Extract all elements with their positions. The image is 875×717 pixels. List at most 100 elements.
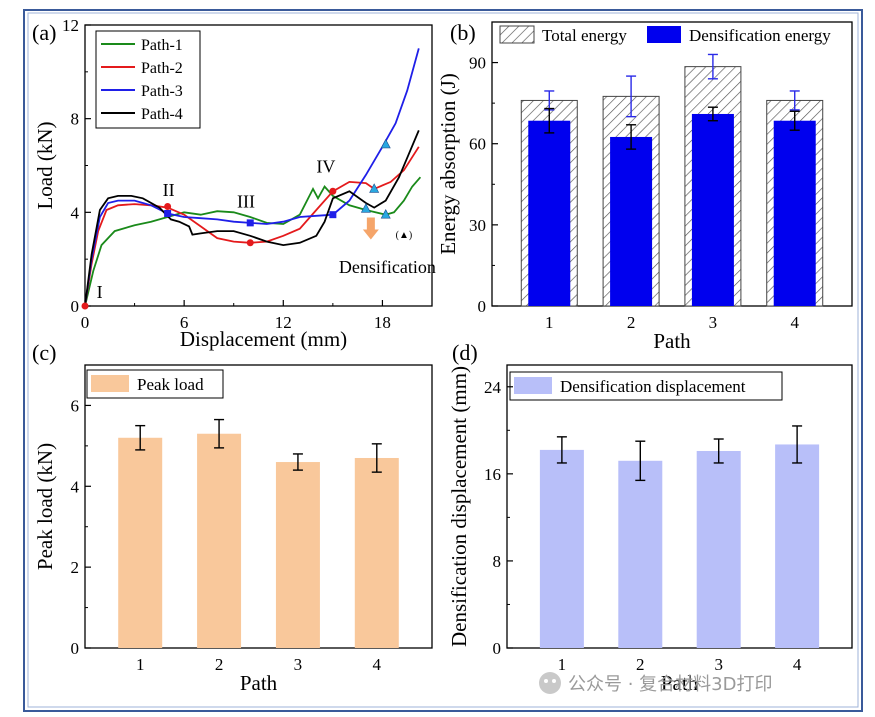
bar [773,120,816,306]
bar [197,433,242,648]
series-group [85,48,422,306]
legend-label: Path-3 [141,83,183,100]
y-tick-label: 2 [71,558,80,577]
x-tick-label: 2 [627,313,636,332]
watermark-text: 公众号 · 复合材料3D打印 [568,674,772,695]
y-tick-label: 0 [493,639,502,658]
figure-inner-border [27,12,859,708]
marker-triangle [369,183,380,193]
x-tick-label: 1 [545,313,554,332]
x-tick-label: 3 [294,655,303,674]
legend-box [86,369,224,399]
legend-label: Path-4 [141,106,183,123]
bar [354,457,399,648]
y-tick-label: 6 [71,396,80,415]
y-axis-label: Load (kN) [33,121,57,209]
plot-frame [506,364,853,649]
legend-swatch [91,375,129,392]
legend-label: Densification energy [689,26,831,45]
bar [275,462,320,648]
legend-label: Path-2 [141,60,183,77]
x-tick-label: 0 [81,313,90,332]
legend-box [95,30,201,129]
y-axis-label: Densification displacement (mm) [447,366,471,647]
legend-label: Total energy [542,26,627,45]
legend-swatch [499,25,535,44]
y-tick-label: 8 [71,110,80,129]
legend: Total energy Densification energy [499,25,831,45]
panel-label: (d) [452,340,478,365]
wechat-icon-eye-left [544,679,548,683]
marker-square [246,219,254,227]
bar [539,449,584,648]
x-tick-label: 4 [373,655,382,674]
series-line-path-2 [85,146,420,306]
y-tick-label: 4 [71,477,80,496]
bar [775,444,820,648]
y-tick-label: 12 [62,16,79,35]
x-tick-label: 6 [180,313,189,332]
legend: Path-1 Path-2 Path-3 Path-4 [95,30,201,129]
legend-swatch [647,26,681,43]
panel-b: (b) 0 30 60 90 1 2 3 4 Path Energy absorption (J) T… [436,20,853,353]
bar [618,460,663,648]
annotation-label: IV [316,157,335,177]
x-axis-label: Path [661,671,699,695]
x-tick-label: 2 [215,655,224,674]
legend: Densification displacement [509,371,783,401]
annotation-label: (▲) [396,230,413,241]
y-axis-label: Energy absorption (J) [436,73,460,255]
x-axis-label: Path [653,329,691,353]
x-tick-label: 3 [709,313,718,332]
marker-triangle [380,138,391,149]
legend-box [509,371,783,401]
watermark: 公众号 · 复合材料3D打印 [539,672,772,695]
annotation-label: Densification [339,257,436,277]
y-tick-label: 8 [493,552,502,571]
y-tick-label: 30 [469,216,486,235]
legend-label: Densification displacement [560,377,746,396]
x-tick-label: 12 [275,313,292,332]
x-tick-label: 3 [714,655,723,674]
panel-label: (b) [450,20,476,45]
series-line-path-3 [85,48,420,306]
marker-square [164,210,172,218]
marker-triangle [380,209,391,219]
x-tick-label: 4 [793,655,802,674]
legend: Peak load [86,369,224,399]
y-tick-label: 60 [469,135,486,154]
y-axis-label: Peak load (kN) [33,443,57,570]
bar [696,450,741,648]
legend-swatch [514,377,552,394]
legend-label: Peak load [137,375,204,394]
bar [118,437,163,648]
panel-label: (a) [32,20,56,45]
marker-circle [329,187,337,195]
y-tick-label: 24 [484,378,502,397]
y-tick-label: 0 [478,297,487,316]
bar [528,120,571,306]
marker-circle [164,202,172,210]
y-tick-label: 16 [484,465,501,484]
bar [610,136,653,306]
panel-c: (c) 0 2 4 6 1 2 3 4 Path Peak load (kN) Peak load [32,340,433,695]
x-tick-label: 1 [558,655,567,674]
plot-frame [491,21,853,307]
marker-square [329,211,337,219]
figure-border [23,9,863,712]
marker-triangle [360,203,371,213]
y-tick-label: 0 [71,639,80,658]
annotation-label: I [97,282,103,302]
marker-circle [81,302,89,310]
bar [691,113,734,306]
plot-frame [84,364,433,649]
x-axis-label: Displacement (mm) [180,327,347,351]
marker-circle [246,239,254,247]
panel-label: (c) [32,340,56,365]
y-tick-label: 90 [469,54,486,73]
x-tick-label: 18 [374,313,391,332]
x-tick-label: 2 [636,655,645,674]
x-axis-label: Path [240,671,278,695]
